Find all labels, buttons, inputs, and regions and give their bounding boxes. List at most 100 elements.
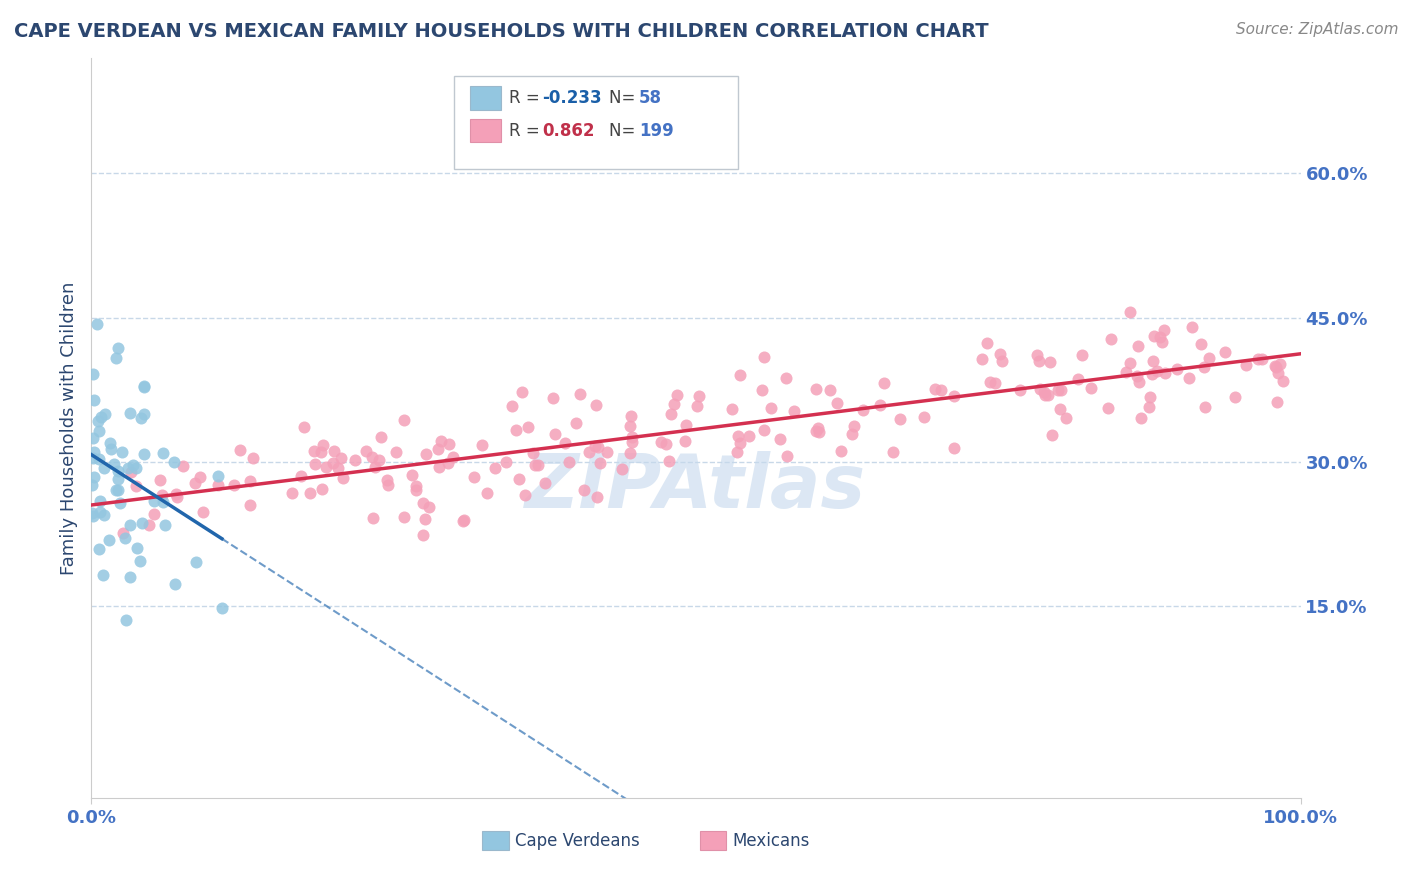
Point	[585, 398, 607, 412]
Point	[1054, 411, 1077, 425]
Text: N=: N=	[609, 89, 641, 107]
Point	[775, 370, 797, 384]
Point	[322, 443, 344, 458]
Point	[1050, 383, 1073, 397]
Point	[675, 417, 697, 432]
Text: CAPE VERDEAN VS MEXICAN FAMILY HOUSEHOLDS WITH CHILDREN CORRELATION CHART: CAPE VERDEAN VS MEXICAN FAMILY HOUSEHOLD…	[14, 22, 988, 41]
Point	[375, 473, 398, 487]
Point	[186, 555, 208, 569]
Point	[1137, 400, 1160, 414]
Point	[322, 456, 344, 470]
Point	[869, 398, 891, 412]
Point	[972, 351, 994, 366]
Text: 199: 199	[640, 121, 673, 139]
Point	[1029, 382, 1052, 396]
Point	[405, 478, 427, 492]
Point	[727, 429, 749, 443]
Point	[721, 401, 744, 416]
Point	[392, 412, 415, 426]
Point	[543, 391, 565, 405]
Point	[93, 508, 115, 522]
Point	[111, 526, 134, 541]
Point	[1265, 360, 1288, 375]
Point	[610, 462, 633, 476]
Point	[332, 470, 354, 484]
Point	[1128, 375, 1150, 389]
Point	[89, 494, 111, 508]
Point	[86, 317, 108, 331]
Point	[183, 475, 205, 490]
Point	[80, 506, 103, 520]
Point	[852, 402, 875, 417]
Point	[475, 486, 498, 500]
Point	[82, 431, 104, 445]
Point	[302, 444, 325, 458]
Point	[90, 409, 112, 424]
Point	[1223, 390, 1246, 404]
Point	[415, 446, 437, 460]
Point	[83, 445, 105, 459]
Point	[586, 440, 609, 454]
Point	[132, 407, 155, 421]
Point	[83, 470, 105, 484]
Point	[759, 401, 782, 415]
Point	[89, 424, 111, 438]
Text: -0.233: -0.233	[543, 89, 602, 107]
Point	[752, 423, 775, 437]
Point	[1142, 367, 1164, 381]
Point	[125, 460, 148, 475]
Point	[131, 516, 153, 530]
FancyBboxPatch shape	[470, 119, 502, 143]
Point	[673, 434, 696, 448]
Point	[326, 460, 349, 475]
Point	[783, 403, 806, 417]
Point	[354, 443, 377, 458]
Point	[427, 442, 450, 456]
Point	[98, 436, 121, 450]
Point	[889, 411, 911, 425]
Point	[364, 460, 387, 475]
Point	[111, 444, 134, 458]
Point	[1189, 337, 1212, 351]
Point	[87, 542, 110, 557]
Point	[437, 437, 460, 451]
Point	[1130, 410, 1153, 425]
Point	[1143, 329, 1166, 343]
Point	[1234, 358, 1257, 372]
Point	[572, 483, 595, 497]
Point	[82, 508, 104, 523]
Point	[725, 445, 748, 459]
Point	[120, 466, 142, 480]
Point	[583, 439, 606, 453]
Point	[1154, 366, 1177, 380]
Point	[1166, 362, 1188, 376]
Point	[239, 474, 262, 488]
Point	[586, 490, 609, 504]
Point	[361, 511, 384, 525]
Point	[367, 453, 389, 467]
Point	[554, 436, 576, 450]
Point	[370, 430, 392, 444]
Point	[1270, 357, 1292, 371]
Point	[1142, 354, 1164, 368]
Point	[1153, 323, 1175, 337]
Point	[1139, 390, 1161, 404]
FancyBboxPatch shape	[470, 87, 502, 110]
Point	[311, 482, 333, 496]
Point	[1070, 348, 1092, 362]
Text: R =: R =	[509, 89, 544, 107]
Point	[501, 399, 523, 413]
Point	[132, 447, 155, 461]
Point	[665, 388, 688, 402]
Point	[114, 532, 136, 546]
Point	[360, 450, 382, 464]
Point	[401, 467, 423, 482]
Point	[129, 554, 152, 568]
Point	[621, 430, 644, 444]
Point	[1026, 348, 1049, 362]
Point	[405, 483, 427, 497]
Point	[453, 513, 475, 527]
Text: N=: N=	[609, 121, 641, 139]
Point	[924, 383, 946, 397]
Point	[1192, 359, 1215, 374]
